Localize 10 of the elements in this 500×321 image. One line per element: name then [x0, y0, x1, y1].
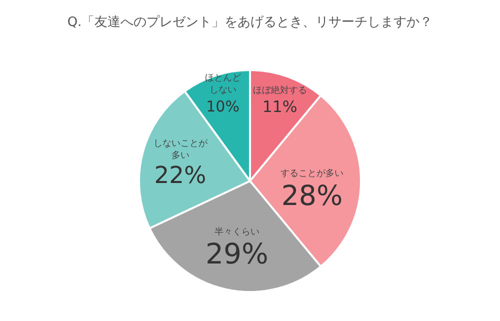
data-label: 28%	[281, 179, 343, 212]
slice-label: 半々くらい	[214, 226, 260, 238]
chart-title: Q.「友達へのプレゼント」をあげるとき、リサーチしますか？	[67, 15, 433, 30]
data-label: 10%	[206, 97, 240, 116]
slice-label: ほぼ絶対する	[252, 85, 307, 96]
slice-label: することが多い	[280, 168, 344, 179]
data-label: 22%	[154, 161, 206, 190]
data-label: 11%	[262, 97, 298, 116]
data-label: 29%	[205, 238, 268, 271]
slice-label: しないことが多い	[153, 139, 208, 162]
